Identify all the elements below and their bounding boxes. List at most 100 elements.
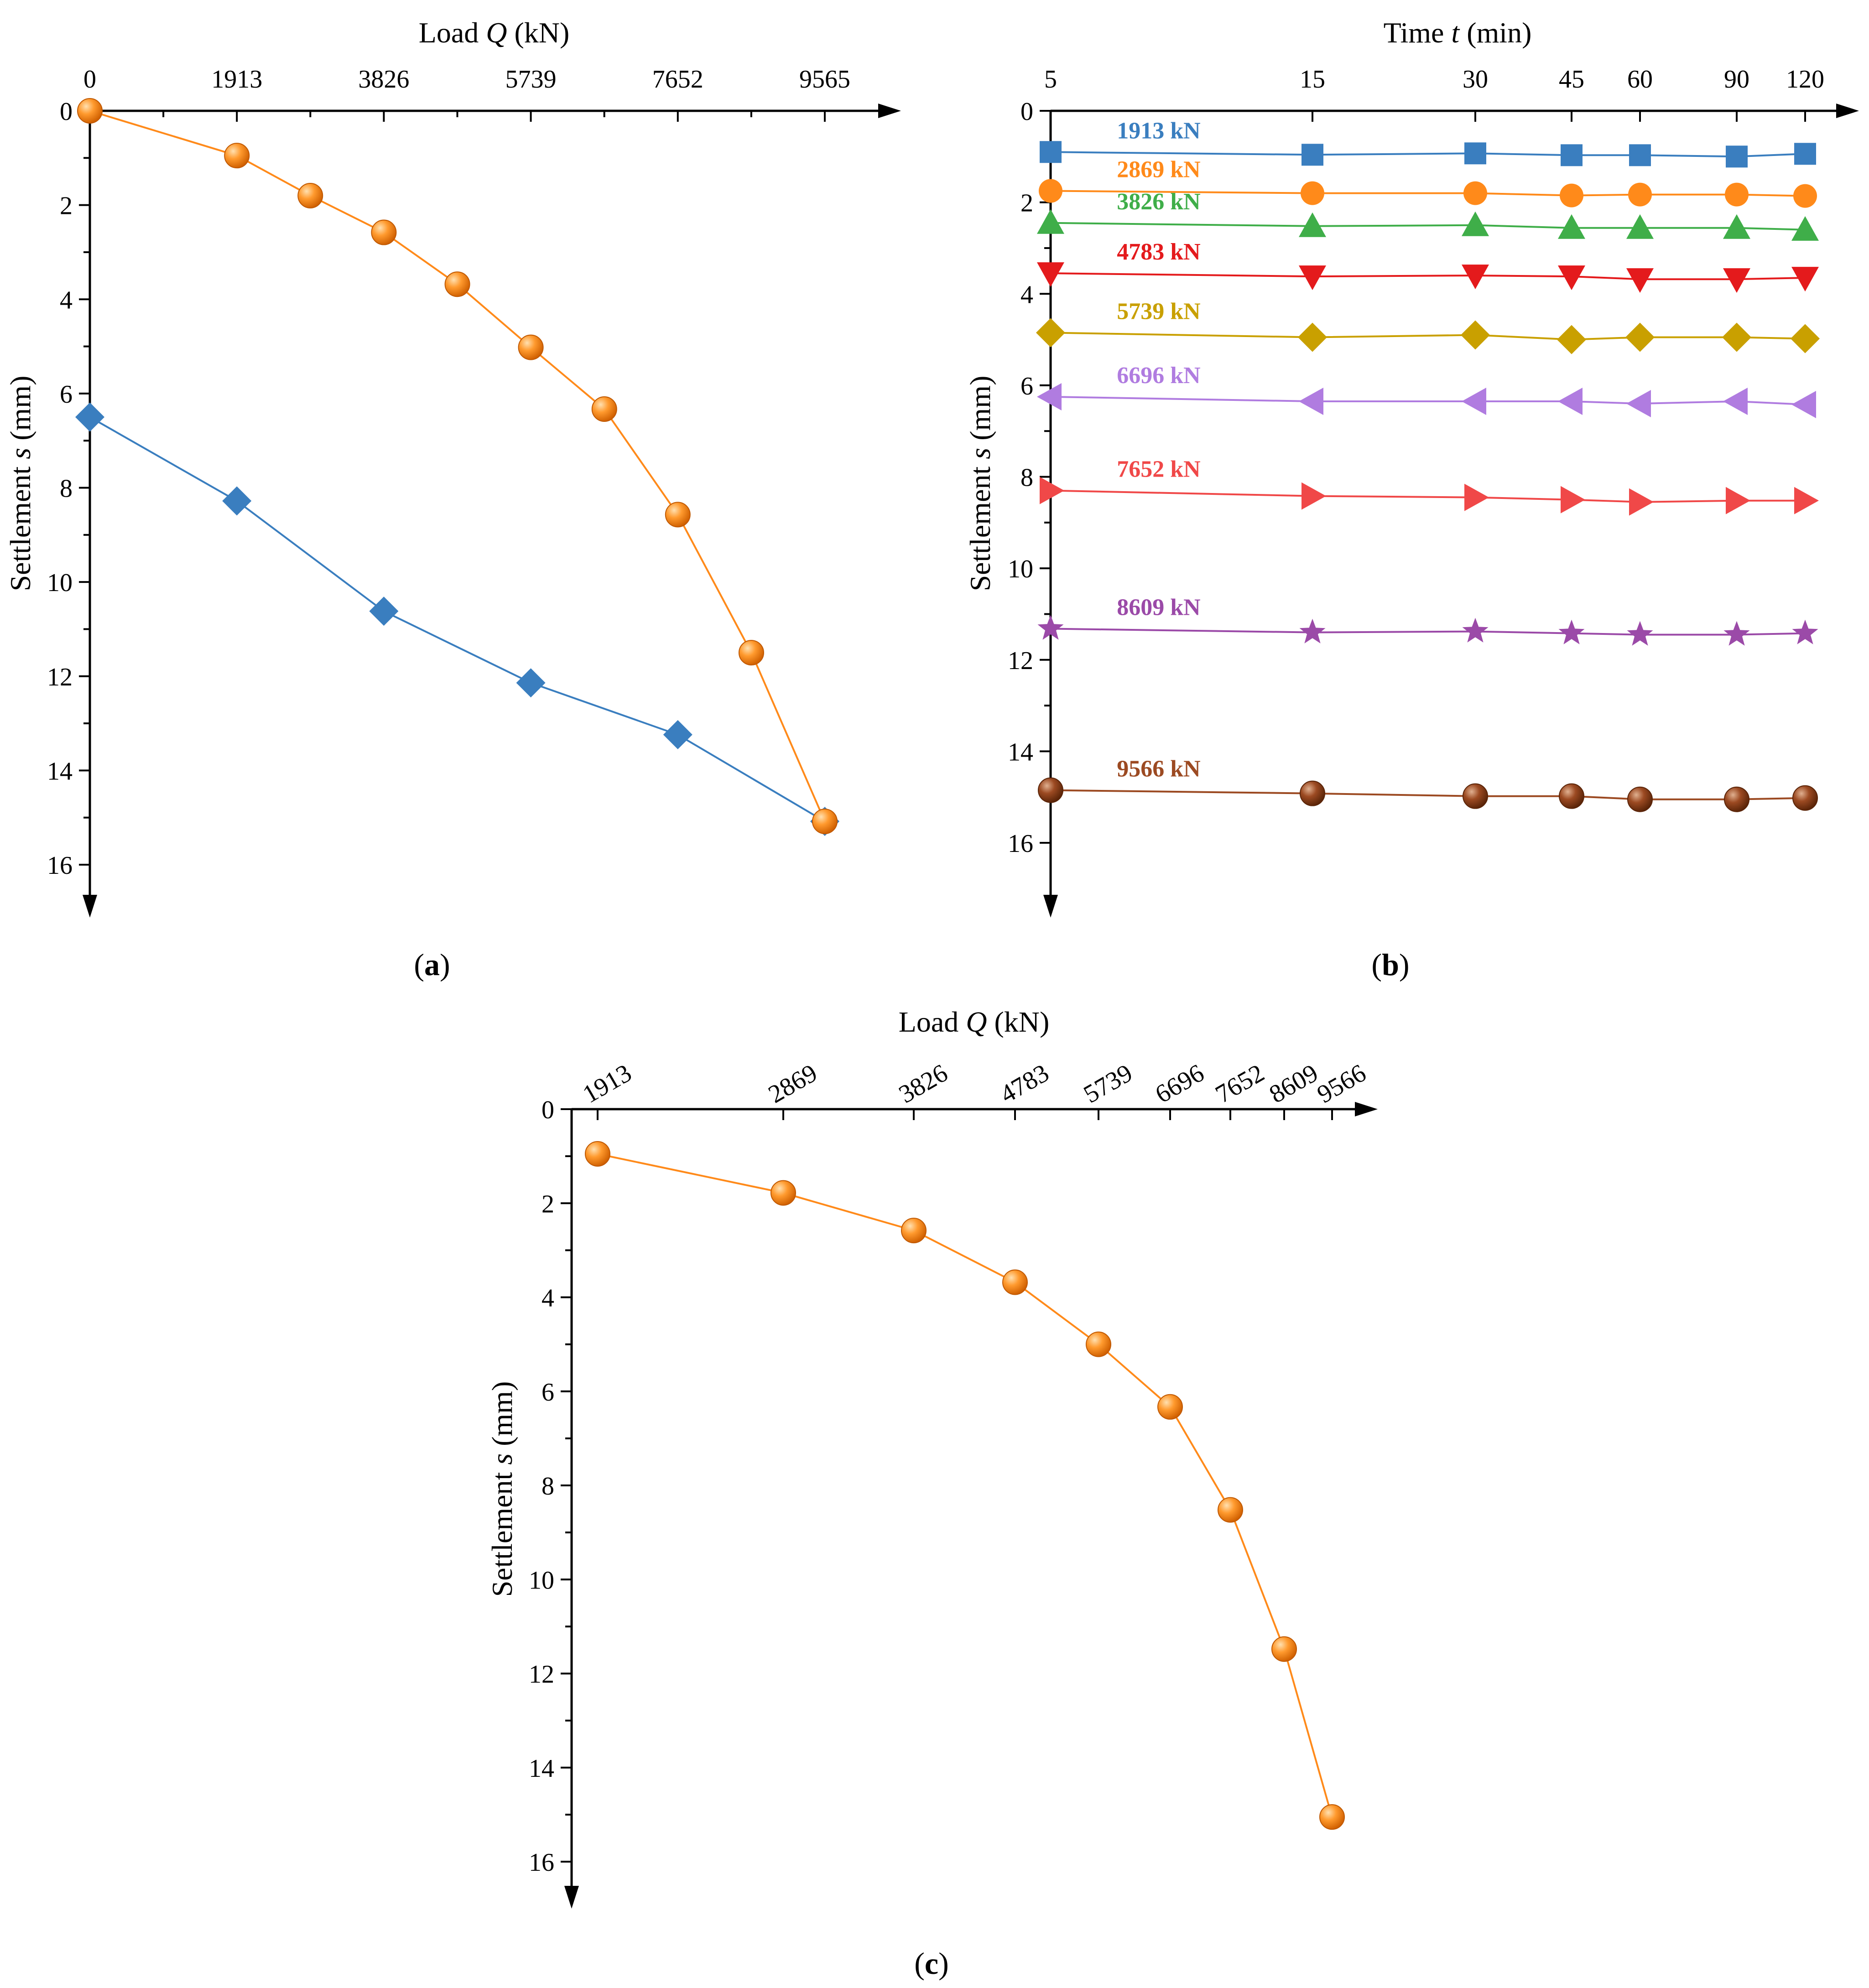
panel-a-y-tick-label: 12 [47, 663, 73, 691]
panel-b-series-2-line [1050, 222, 1806, 231]
panel-a-x-tick-label: 5739 [505, 65, 557, 93]
panel-b-series-6-point [1464, 483, 1489, 511]
panel-a-load-settlement-point [77, 98, 103, 124]
panel-c-load-settlement-line [597, 1153, 1333, 1817]
panel-a-second-curve-point [222, 486, 252, 516]
panel-b-x-tick-label: 5 [1044, 65, 1057, 93]
panel-b-series-6-label: 7652 kN [1117, 457, 1200, 483]
panel-b-series-2-point [1037, 209, 1064, 234]
panel-b-series-7-label: 8609 kN [1117, 595, 1200, 621]
panel-b-series-8-point [1627, 786, 1653, 812]
panel-a-y-axis-title: Settlement s (mm) [4, 376, 36, 592]
panel-a-load-settlement-point [812, 808, 838, 834]
panel-b-series-7-point [1792, 619, 1818, 644]
panel-b-series-3-point [1558, 265, 1585, 291]
panel-b-y-tick-label: 8 [1020, 464, 1033, 492]
panel-b-series-7-point [1627, 621, 1653, 646]
panel-b-series-7-point [1462, 618, 1489, 643]
panel-b-series-3-label: 4783 kN [1117, 239, 1200, 265]
panel-a-load-settlement-point [518, 334, 544, 360]
panel-a-load-settlement-line [89, 110, 826, 822]
panel-b-label: (b) [1371, 947, 1409, 982]
panel-c-label: (c) [914, 1946, 949, 1981]
panel-b-y-axis-title: Settlement s (mm) [964, 376, 996, 592]
panel-a-x-axis-title: Load Q (kN) [419, 16, 570, 49]
panel-b-series-0-line [1050, 151, 1806, 158]
panel-b-x-tick-label: 30 [1463, 65, 1488, 93]
panel-b-y-tick-label: 4 [1020, 280, 1033, 309]
panel-b-series-0-point [1794, 143, 1816, 165]
panel-b-series-1-point [1301, 181, 1324, 205]
panel-b-series-3-point [1037, 262, 1064, 287]
panel-c-load-settlement-point [1157, 1394, 1183, 1420]
panel-b-series-8-point [1559, 783, 1584, 809]
panel-b-series-4-point [1722, 322, 1751, 352]
panel-a-load-settlement-point [444, 271, 470, 297]
panel-c-x-tick-label: 2869 [764, 1059, 822, 1109]
panel-b-series-0-point [1561, 144, 1583, 166]
panel-b-series-7-point [1299, 618, 1326, 644]
panel-b-y-tick-label: 2 [1020, 189, 1033, 218]
panel-b-series-7-line [1050, 628, 1806, 636]
panel-b-series-5-point [1037, 383, 1062, 410]
panel-c-load-settlement-point [1271, 1636, 1297, 1662]
panel-a-y-tick-label: 4 [60, 286, 73, 314]
panel-c-x-tick-label: 9566 [1312, 1059, 1371, 1109]
panel-c: Load Q (kN) Settlement s (mm) (c) 1913 28… [486, 1006, 1378, 1981]
panel-b-series-0-point [1726, 145, 1748, 168]
panel-b-series-8-line [1050, 789, 1806, 800]
panel-a-x-tick-label: 9565 [799, 65, 850, 93]
panel-c-y-tick-label: 4 [541, 1284, 554, 1313]
panel-c-load-settlement-point [1319, 1804, 1345, 1830]
panel-b-series-1-point [1560, 183, 1583, 208]
panel-b-series-4-point [1036, 318, 1065, 348]
panel-b-series-6-point [1040, 477, 1064, 504]
panel-c-y-tick-label: 12 [529, 1661, 554, 1689]
panel-b-series-2-point [1791, 216, 1819, 241]
panel-a-second-curve-point [75, 402, 104, 432]
panel-c-y-axis-arrow-icon [564, 1886, 579, 1909]
panel-b: Time t (min) Settlement s (mm) (b) 5 15 30… [964, 16, 1859, 982]
panel-a-y-axis-arrow-icon [83, 895, 97, 918]
panel-a-load-settlement-point [738, 640, 764, 666]
panel-b-y-axis-arrow-icon [1043, 895, 1058, 918]
panel-b-x-tick-label: 60 [1627, 65, 1653, 93]
panel-b-y-tick-label: 10 [1008, 555, 1033, 583]
panel-b-x-axis-title: Time t (min) [1384, 16, 1532, 49]
panel-b-series-3-point [1723, 268, 1750, 293]
panel-a-load-settlement-point [665, 502, 691, 528]
panel-b-series-7-point [1558, 619, 1585, 644]
panel-a-load-settlement-point [297, 182, 323, 208]
panel-b-series-5-point [1299, 387, 1323, 415]
panel-b-series-8-point [1792, 785, 1818, 811]
panel-c-x-tick-label: 6696 [1151, 1059, 1209, 1109]
panel-a: Load Q (kN) Settlement s (mm) (a) 0 1913 3… [4, 16, 901, 982]
panel-b-series-5-point [1791, 391, 1816, 419]
panel-a-second-curve-point [516, 668, 546, 698]
panel-b-series-5-label: 6696 kN [1117, 363, 1200, 389]
panel-b-series-3-point [1791, 267, 1819, 292]
panel-b-series-1-point [1793, 184, 1817, 208]
panel-b-series-6-point [1726, 487, 1750, 514]
panel-b-series-5-point [1723, 387, 1748, 415]
panel-c-y-tick-label: 0 [541, 1096, 554, 1124]
panel-a-y-tick-label: 16 [47, 851, 73, 880]
panel-b-series-8-point [1463, 783, 1488, 809]
panel-a-x-tick-label: 3826 [358, 65, 409, 93]
panel-c-load-settlement-point [585, 1141, 610, 1167]
panel-b-series-4-point [1298, 322, 1327, 352]
panel-b-series-4-point [1461, 320, 1490, 350]
panel-b-series-0-point [1464, 142, 1486, 165]
panel-b-series-5-line [1050, 396, 1806, 405]
panel-b-series-1-point [1725, 182, 1749, 207]
panel-b-series-4-label: 5739 kN [1117, 299, 1200, 325]
panel-b-x-tick-label: 15 [1300, 65, 1325, 93]
panel-b-series-7-point [1037, 615, 1064, 640]
panel-c-x-axis-title: Load Q (kN) [899, 1006, 1050, 1038]
panel-c-x-tick-label: 4783 [995, 1059, 1054, 1109]
panel-c-load-settlement-point [1218, 1497, 1243, 1523]
panel-b-y-tick-label: 0 [1020, 98, 1033, 126]
panel-a-y-tick-label: 0 [60, 98, 73, 126]
panel-b-series-4-point [1791, 324, 1820, 353]
